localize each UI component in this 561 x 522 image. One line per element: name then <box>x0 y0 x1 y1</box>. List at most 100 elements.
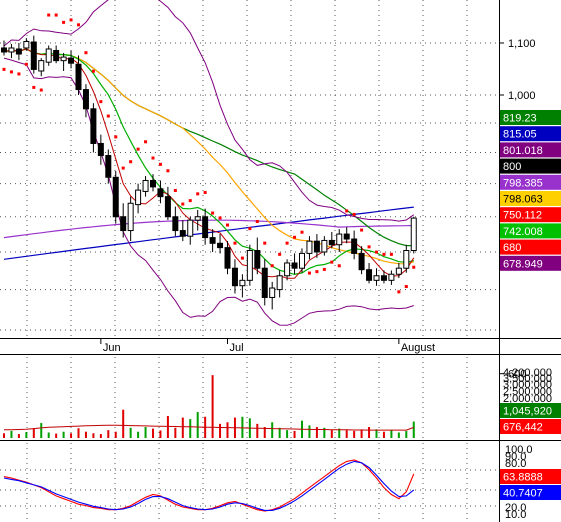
candle-body <box>313 240 320 253</box>
price-badge <box>500 223 561 239</box>
candle-body <box>8 47 15 53</box>
price-tick-label: 600 <box>508 369 526 381</box>
candle-body <box>97 142 104 157</box>
sar-dot <box>240 256 244 260</box>
candle-body <box>90 108 97 144</box>
sar-dot <box>352 212 356 216</box>
volume-bar <box>129 427 132 438</box>
sar-dot <box>196 192 200 196</box>
volume-badge-label: 1,045,920 <box>503 406 552 418</box>
volume-bar <box>55 433 58 438</box>
sar-dot <box>330 260 334 264</box>
volume-bar <box>368 427 371 438</box>
price-badge-label: 678.949 <box>503 258 543 270</box>
sar-dot <box>114 135 118 139</box>
volume-bar <box>17 434 20 438</box>
bollinger-upper-line <box>3 0 415 222</box>
price-badge <box>500 142 561 158</box>
volume-bar <box>397 432 400 438</box>
stoch-tick-label: 80.0 <box>505 458 526 470</box>
sar-dot <box>173 188 177 192</box>
sar-dot <box>144 140 148 144</box>
sar-dot <box>121 166 125 170</box>
volume-bar <box>390 430 393 438</box>
candle-body <box>164 196 171 218</box>
candle-body <box>202 216 209 239</box>
volume-bar <box>196 412 199 438</box>
sar-dot <box>77 23 80 27</box>
volume-bar <box>226 422 229 438</box>
sar-dot <box>345 209 349 213</box>
candle-body <box>291 262 298 269</box>
candle-body <box>299 252 305 269</box>
volume-bar <box>62 431 65 438</box>
sar-dot <box>181 202 185 206</box>
price-badge-label: 801.018 <box>503 145 543 157</box>
sar-dot <box>32 85 36 89</box>
price-badge-label: 798.063 <box>503 194 543 206</box>
volume-bar <box>144 427 147 438</box>
stoch-badge-label: 40.7407 <box>503 488 543 500</box>
price-badge <box>500 110 561 125</box>
price-badge-label: 798.385 <box>503 177 543 189</box>
sar-dot <box>84 51 88 55</box>
sar-dot <box>226 223 229 227</box>
sar-dot <box>69 18 73 22</box>
sar-dot <box>24 62 28 66</box>
volume-bar <box>166 416 169 438</box>
volume-bar <box>25 432 28 438</box>
sar-dot <box>211 211 215 215</box>
sar-dot <box>158 162 162 166</box>
volume-bar <box>382 431 385 438</box>
sar-dot <box>203 190 207 194</box>
volume-bar <box>114 431 117 438</box>
candle-body <box>1 47 7 53</box>
volume-tick-label: 2,500,000 <box>503 386 552 398</box>
candle-body <box>358 252 365 271</box>
volume-bar <box>122 409 125 438</box>
volume-bar <box>338 428 341 438</box>
stoch-badge <box>500 469 561 484</box>
volume-bar <box>211 375 214 438</box>
candle-body <box>45 48 52 63</box>
sar-dot <box>166 169 170 173</box>
volume-bar <box>286 430 289 438</box>
candle-body <box>209 237 216 244</box>
candle-body <box>276 275 283 291</box>
volume-bar <box>360 429 363 438</box>
sar-dot <box>322 267 326 271</box>
stochastic-line <box>3 460 415 511</box>
volume-bar <box>323 427 326 438</box>
volume-tick-label: 4,200,000 <box>503 367 552 379</box>
sar-dot <box>39 88 43 92</box>
candle-body <box>328 239 335 246</box>
candle-body <box>53 49 60 62</box>
volume-bar <box>99 434 102 438</box>
price-badge <box>500 191 561 206</box>
sar-dot <box>375 250 378 254</box>
volume-bar <box>40 423 43 438</box>
sar-dot <box>293 235 297 239</box>
volume-bar <box>84 431 87 438</box>
price-badge-label: 742.008 <box>503 226 543 238</box>
candle-body <box>306 240 313 254</box>
volume-bar <box>159 430 162 438</box>
ma-purple-line <box>3 219 414 239</box>
stoch-tick-label: 100.0 <box>505 444 533 456</box>
candle-body <box>105 155 112 178</box>
volume-bar <box>174 427 177 438</box>
price-tick-label: 1,100 <box>508 38 536 50</box>
sar-dot <box>255 219 259 223</box>
price-badge-label: 680 <box>503 242 521 254</box>
candle-body <box>231 267 238 287</box>
sar-dot <box>337 264 341 268</box>
volume-bar <box>315 427 318 438</box>
sar-dot <box>263 241 267 245</box>
candle-body <box>380 275 387 281</box>
volume-tick-label: 3,000,000 <box>503 379 552 391</box>
volume-bar <box>345 430 348 438</box>
sar-dot <box>397 290 401 294</box>
ma-short-green-line <box>3 48 414 276</box>
candle-body <box>351 238 358 254</box>
